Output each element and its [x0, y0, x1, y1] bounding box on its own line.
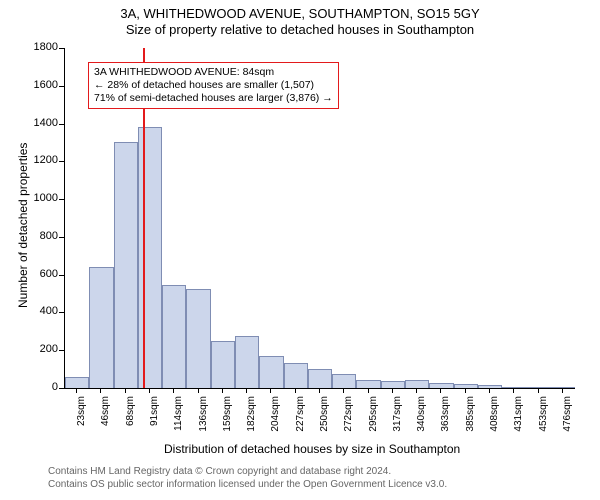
title-line-1: 3A, WHITHEDWOOD AVENUE, SOUTHAMPTON, SO1…: [0, 0, 600, 22]
histogram-bar: [502, 387, 526, 388]
histogram-bar: [551, 387, 575, 388]
footer-line-1: Contains HM Land Registry data © Crown c…: [48, 466, 447, 479]
x-tick-mark: [465, 388, 466, 393]
histogram-bar: [332, 374, 356, 388]
chart-title: 3A, WHITHEDWOOD AVENUE, SOUTHAMPTON, SO1…: [0, 0, 600, 43]
y-tick-label: 1400: [20, 117, 58, 129]
x-tick-label: 46sqm: [100, 396, 111, 446]
histogram-bar: [405, 380, 429, 389]
y-tick-label: 1200: [20, 154, 58, 166]
y-tick-mark: [59, 350, 64, 351]
histogram-bar: [284, 363, 308, 388]
y-tick-mark: [59, 86, 64, 87]
x-tick-mark: [149, 388, 150, 393]
histogram-bar: [114, 142, 138, 388]
x-tick-label: 431sqm: [513, 396, 524, 446]
footer-line-2: Contains OS public sector information li…: [48, 479, 447, 492]
x-tick-mark: [489, 388, 490, 393]
x-tick-label: 453sqm: [538, 396, 549, 446]
histogram-bar: [235, 336, 259, 388]
x-tick-label: 91sqm: [149, 396, 160, 446]
histogram-bar: [89, 267, 113, 388]
x-tick-label: 250sqm: [319, 396, 330, 446]
annotation-line-2: ← 28% of detached houses are smaller (1,…: [94, 79, 333, 92]
histogram-bar: [259, 356, 283, 388]
y-tick-mark: [59, 48, 64, 49]
x-tick-label: 363sqm: [440, 396, 451, 446]
histogram-bar: [186, 289, 210, 388]
x-tick-label: 114sqm: [173, 396, 184, 446]
y-tick-mark: [59, 124, 64, 125]
histogram-bar: [454, 384, 478, 388]
histogram-bar: [162, 285, 186, 388]
y-tick-label: 200: [20, 343, 58, 355]
x-tick-label: 68sqm: [125, 396, 136, 446]
x-tick-mark: [416, 388, 417, 393]
annotation-line-3: 71% of semi-detached houses are larger (…: [94, 92, 333, 105]
x-tick-label: 182sqm: [246, 396, 257, 446]
histogram-bar: [526, 387, 550, 388]
x-tick-label: 295sqm: [368, 396, 379, 446]
x-tick-label: 408sqm: [489, 396, 500, 446]
x-tick-mark: [319, 388, 320, 393]
title-line-2: Size of property relative to detached ho…: [0, 22, 600, 42]
x-tick-mark: [343, 388, 344, 393]
y-tick-label: 800: [20, 230, 58, 242]
x-tick-label: 204sqm: [270, 396, 281, 446]
x-tick-mark: [368, 388, 369, 393]
histogram-bar: [65, 377, 89, 388]
histogram-bar: [356, 380, 380, 389]
x-tick-mark: [76, 388, 77, 393]
x-tick-label: 159sqm: [222, 396, 233, 446]
y-tick-mark: [59, 275, 64, 276]
x-tick-label: 227sqm: [295, 396, 306, 446]
histogram-bar: [381, 381, 405, 388]
x-tick-mark: [198, 388, 199, 393]
x-tick-label: 317sqm: [392, 396, 403, 446]
footer-attribution: Contains HM Land Registry data © Crown c…: [48, 466, 447, 491]
y-tick-label: 0: [20, 381, 58, 393]
y-tick-label: 600: [20, 268, 58, 280]
histogram-bar: [308, 369, 332, 388]
y-tick-mark: [59, 161, 64, 162]
y-tick-label: 1800: [20, 41, 58, 53]
x-tick-label: 476sqm: [562, 396, 573, 446]
x-tick-mark: [562, 388, 563, 393]
x-tick-mark: [222, 388, 223, 393]
y-tick-label: 1600: [20, 79, 58, 91]
y-tick-mark: [59, 237, 64, 238]
x-tick-mark: [440, 388, 441, 393]
annotation-line-1: 3A WHITHEDWOOD AVENUE: 84sqm: [94, 66, 333, 79]
x-tick-label: 385sqm: [465, 396, 476, 446]
histogram-bar: [211, 341, 235, 388]
x-tick-label: 340sqm: [416, 396, 427, 446]
x-tick-mark: [173, 388, 174, 393]
y-tick-label: 400: [20, 305, 58, 317]
histogram-bar: [138, 127, 162, 388]
y-tick-label: 1000: [20, 192, 58, 204]
histogram-bar: [429, 383, 453, 388]
x-tick-mark: [513, 388, 514, 393]
y-tick-mark: [59, 388, 64, 389]
x-tick-mark: [100, 388, 101, 393]
annotation-box: 3A WHITHEDWOOD AVENUE: 84sqm ← 28% of de…: [88, 62, 339, 109]
x-tick-label: 272sqm: [343, 396, 354, 446]
x-tick-label: 23sqm: [76, 396, 87, 446]
x-tick-mark: [392, 388, 393, 393]
x-tick-mark: [246, 388, 247, 393]
x-tick-mark: [270, 388, 271, 393]
y-tick-mark: [59, 199, 64, 200]
x-tick-mark: [538, 388, 539, 393]
y-tick-mark: [59, 312, 64, 313]
x-tick-mark: [295, 388, 296, 393]
x-tick-mark: [125, 388, 126, 393]
x-tick-label: 136sqm: [198, 396, 209, 446]
y-axis-label: Number of detached properties: [16, 143, 30, 308]
